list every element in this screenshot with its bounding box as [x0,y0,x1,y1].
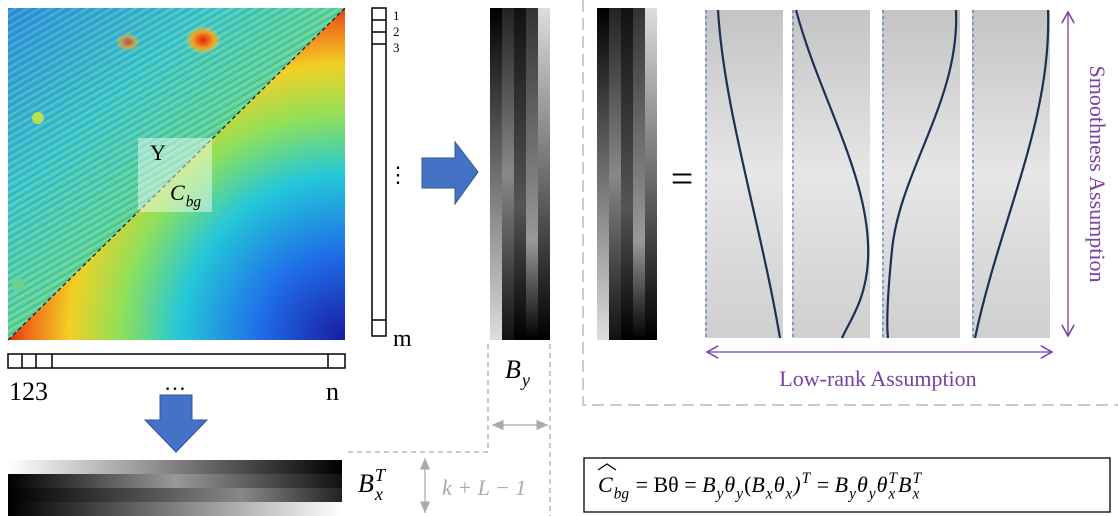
math-sub: x [765,486,773,503]
math-sub: y [847,486,856,503]
math-sub: x [374,484,383,504]
row-ellipsis: ⋮ [387,162,409,187]
math-base: θ [774,472,785,497]
smoothness-label: Smoothness Assumption [1085,66,1110,283]
math-base: C [170,180,185,205]
math-sub: y [520,370,531,390]
math-base: θ [857,472,868,497]
math-sub: bg [186,194,202,211]
math-text: = Bθ = [630,472,702,497]
column-label: 3 [35,377,48,406]
math-sub: y [867,486,876,503]
math-base: B [898,472,911,497]
arrow-down [145,395,207,452]
column-index [8,354,345,368]
math-sup: T [375,465,387,485]
basis-y-matrix [490,8,550,340]
arrow-right [422,142,478,204]
math-sub: x [887,486,895,503]
row-label: 2 [393,24,400,39]
image-panel [8,8,345,340]
row-index [372,8,386,336]
low-rank-label: Low-rank Assumption [779,366,976,391]
math-sup: T [888,470,898,487]
math-base: θ [724,472,735,497]
math-text: ( [744,472,751,497]
math-sub: bg [614,486,630,503]
math-sub: y [715,486,724,503]
column-ellipsis: … [164,370,186,395]
row-label: 3 [393,40,400,55]
math-base: B [358,469,374,498]
equals-sign: = [671,156,694,201]
diagram: 1 2 3 ⋮ m 1 2 3 … n k + L − 1 [0,0,1118,516]
math-base: B [835,472,848,497]
math-text: = [811,472,834,497]
row-label: 1 [393,8,400,23]
math-text: Y [150,140,166,165]
math-sup: T [802,470,812,487]
math-sub: x [785,486,793,503]
math-sup: T [912,470,922,487]
math-base: B [505,355,521,384]
math-base: C [598,472,613,497]
column-label: 2 [22,377,35,406]
basis-x-matrix [8,460,342,516]
column-label: 1 [9,377,22,406]
basis-panels [705,10,1050,338]
row-last: m [393,326,412,352]
math-sub: x [911,486,919,503]
approx-matrix [597,8,657,340]
math-base: B [751,472,764,497]
math-base: θ [877,472,888,497]
math-base: ) [791,472,800,497]
dimension-label: k + L − 1 [442,475,526,500]
column-last: n [326,377,339,406]
math-sub: y [734,486,743,503]
math-base: B [702,472,715,497]
